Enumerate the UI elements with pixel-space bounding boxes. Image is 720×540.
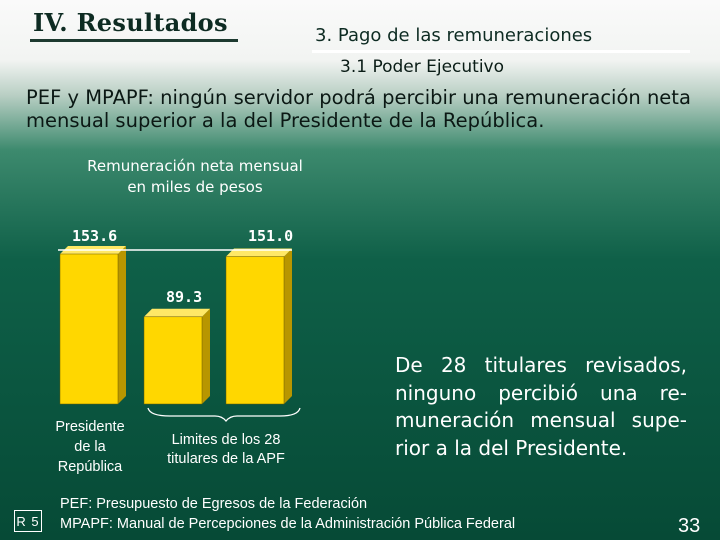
chart-title-line: en miles de pesos (127, 178, 263, 196)
bar-side (118, 246, 126, 404)
group-bracket (147, 407, 301, 423)
statement-text: PEF y MPAPF: ningún servidor podrá perci… (26, 86, 691, 132)
chart-title: Remuneración neta mensual en miles de pe… (60, 156, 330, 198)
category-label: titulares de la APF (167, 451, 285, 467)
chart-title-line: Remuneración neta mensual (87, 157, 303, 175)
sub-subsection-title: 3.1 Poder Ejecutivo (340, 57, 505, 77)
conclusion-text: De 28 titulares revisados, ninguno perci… (395, 353, 687, 460)
section-underline (30, 39, 238, 42)
value-label: 151.0 (248, 227, 293, 245)
bar (59, 253, 119, 405)
bar-side (202, 308, 210, 404)
footnote-mpapf: MPAPF: Manual de Percepciones de la Admi… (60, 516, 516, 532)
category-label: República (58, 459, 123, 475)
bar (225, 256, 285, 405)
bar-side (284, 248, 292, 404)
category-label: de la (74, 439, 106, 455)
category-label: Presidente (55, 419, 124, 435)
bar (143, 316, 203, 405)
value-label: 89.3 (166, 288, 202, 306)
bar-top (144, 308, 210, 317)
subsection-title: 3. Pago de las remuneraciones (315, 25, 593, 46)
value-label: 153.6 (72, 227, 117, 245)
footnote-pef: PEF: Presupuesto de Egresos de la Federa… (60, 496, 368, 512)
category-label: Limites de los 28 (172, 432, 281, 448)
page-number: 33 (678, 515, 701, 537)
section-title: IV. Resultados (33, 8, 228, 37)
subsection-divider (312, 50, 690, 53)
footnotes: PEF: Presupuesto de Egresos de la Federa… (60, 494, 515, 534)
reference-code-badge: R 5 (14, 510, 42, 532)
